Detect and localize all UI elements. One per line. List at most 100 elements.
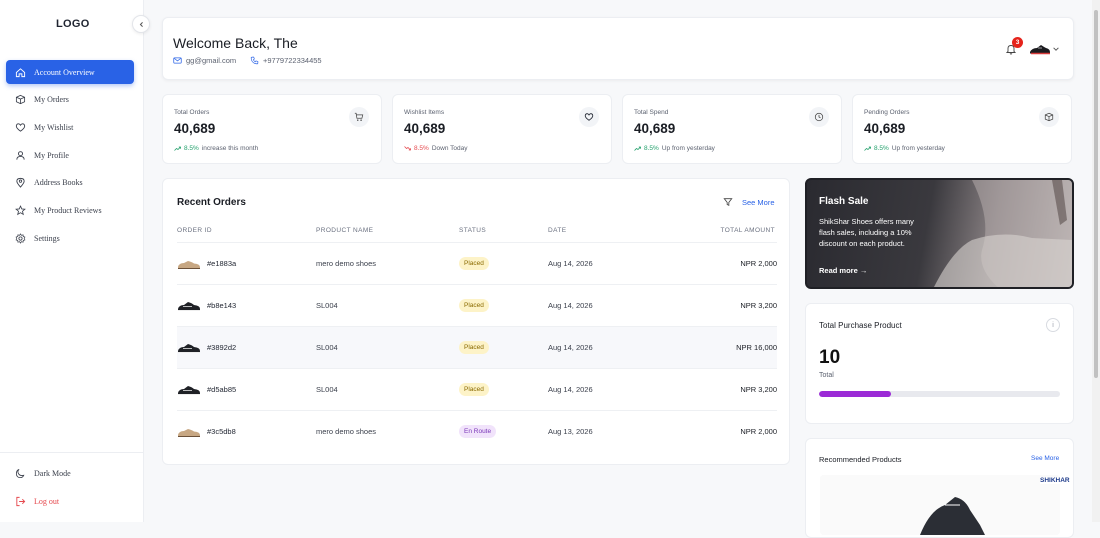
logo: LOGO (56, 18, 90, 30)
recommended-see-more-link[interactable]: See More (1031, 455, 1060, 462)
phone-text: +9779722334455 (263, 56, 322, 65)
stat-change: 8.5% increase this month (174, 145, 258, 152)
sidebar-item-address-books[interactable]: Address Books (6, 171, 134, 195)
stat-change-percent: 8.5% (644, 145, 659, 152)
trend-up-icon (864, 146, 871, 151)
stat-value: 40,689 (634, 121, 676, 136)
sidebar-item-dark-mode[interactable]: Dark Mode (6, 461, 134, 485)
stat-value: 40,689 (404, 121, 446, 136)
sidebar-item-account-overview[interactable]: Account Overview (6, 60, 134, 84)
sidebar: LOGO Account Overview My Orders My Wishlis… (0, 0, 144, 522)
status-badge: Placed (459, 341, 489, 354)
sidebar-divider (0, 452, 144, 453)
stat-label: Pending Orders (864, 109, 910, 116)
email-text: gg@gmail.com (186, 56, 237, 65)
recommended-product-image[interactable] (820, 475, 1060, 535)
sidebar-item-label: My Profile (34, 150, 69, 160)
order-id[interactable]: #e1883a (207, 259, 237, 268)
sidebar-item-my-wishlist[interactable]: My Wishlist (6, 115, 134, 139)
table-row[interactable]: #3c5db8 mero demo shoes En Route Aug 13, 20… (177, 410, 777, 452)
collapse-sidebar-button[interactable] (132, 15, 150, 33)
stat-change-text: Up from yesterday (661, 145, 715, 152)
sidebar-item-my-orders[interactable]: My Orders (6, 88, 134, 112)
table-row[interactable]: #e1883a mero demo shoes Placed Aug 14, 2026… (177, 242, 777, 284)
welcome-header: Welcome Back, The gg@gmail.com +97797223… (162, 17, 1074, 80)
stat-icon-wrap (809, 107, 829, 127)
stat-value: 40,689 (864, 121, 906, 136)
total-purchase-title: Total Purchase Product (819, 321, 902, 330)
recent-orders-card: Recent Orders See More ORDER ID PRODUCT … (162, 178, 790, 465)
clock-icon (814, 112, 824, 122)
cart-icon (354, 112, 364, 121)
heart-icon (15, 123, 26, 132)
table-row[interactable]: #d5ab85 SL004 Placed Aug 14, 2026 NPR 3,200 (177, 368, 777, 410)
trend-down-icon (404, 146, 411, 151)
recommended-title: Recommended Products (819, 455, 902, 464)
flash-sale-image (934, 180, 1072, 287)
welcome-title: Welcome Back, The (173, 35, 298, 51)
stat-value: 40,689 (174, 121, 216, 136)
mail-icon (173, 57, 182, 64)
brand-logo: SHIKHAR (1040, 477, 1070, 484)
status-badge: Placed (459, 383, 489, 396)
phone-icon (250, 56, 259, 65)
order-id[interactable]: #b8e143 (207, 301, 237, 310)
gear-icon (15, 232, 26, 244)
stat-card-total-spend: Total Spend 40,689 8.5% Up from yesterday (622, 94, 842, 164)
order-id[interactable]: #d5ab85 (207, 385, 237, 394)
sidebar-item-label: Settings (34, 233, 60, 243)
order-amount: NPR 2,000 (740, 427, 777, 436)
box-icon (15, 95, 26, 105)
total-purchase-card: Total Purchase Product i 10 Total (805, 303, 1074, 424)
product-name: SL004 (316, 343, 338, 352)
stat-card-total-orders: Total Orders 40,689 8.5% increase this mont… (162, 94, 382, 164)
product-thumbnail (178, 261, 200, 269)
purchase-progress-fill (819, 391, 892, 397)
order-date: Aug 14, 2026 (548, 385, 593, 394)
sidebar-item-label: Address Books (34, 178, 83, 188)
sidebar-item-log-out[interactable]: Log out (6, 489, 134, 513)
flash-sale-banner[interactable]: Flash Sale ShikShar Shoes offers many fl… (805, 178, 1074, 289)
scrollbar-thumb[interactable] (1094, 10, 1098, 378)
sidebar-item-label: My Wishlist (34, 122, 74, 132)
bell-icon[interactable] (1005, 43, 1017, 55)
order-date: Aug 14, 2026 (548, 259, 593, 268)
stat-change: 8.5% Down Today (404, 145, 467, 152)
table-row[interactable]: #b8e143 SL004 Placed Aug 14, 2026 NPR 3,200 (177, 284, 777, 326)
shoe-image (820, 475, 1060, 535)
sidebar-item-label: My Product Reviews (34, 206, 102, 215)
notification-badge: 3 (1012, 37, 1023, 48)
stat-change: 8.5% Up from yesterday (864, 145, 945, 152)
order-id[interactable]: #3892d2 (207, 343, 237, 352)
read-more-link[interactable]: Read more → (819, 266, 868, 275)
trend-up-icon (634, 146, 641, 151)
avatar[interactable] (1029, 42, 1051, 56)
recent-orders-title: Recent Orders (177, 197, 246, 208)
chevron-left-icon (139, 21, 143, 27)
stat-icon-wrap (349, 107, 369, 127)
sidebar-item-label: Dark Mode (34, 468, 71, 478)
column-header-total-amount: TOTAL AMOUNT (720, 227, 775, 234)
sidebar-item-my-profile[interactable]: My Profile (6, 143, 134, 167)
stat-change-text: Down Today (431, 145, 468, 152)
chevron-down-icon[interactable] (1052, 45, 1060, 53)
sidebar-item-my-product-reviews[interactable]: My Product Reviews (6, 199, 134, 223)
order-amount: NPR 16,000 (736, 343, 777, 352)
product-thumbnail (178, 429, 200, 437)
filter-icon[interactable] (723, 197, 733, 207)
table-row[interactable]: #3892d2 SL004 Placed Aug 14, 2026 NPR 16,000 (177, 326, 777, 368)
flash-sale-text: ShikShar Shoes offers many flash sales, … (819, 217, 914, 248)
status-badge: Placed (459, 299, 489, 312)
column-header-order-id: ORDER ID (177, 227, 212, 234)
order-id[interactable]: #3c5db8 (207, 427, 236, 436)
info-icon[interactable]: i (1046, 318, 1060, 332)
sidebar-item-settings[interactable]: Settings (6, 226, 134, 250)
product-name: SL004 (316, 301, 338, 310)
product-thumbnail (178, 386, 200, 395)
total-purchase-subtitle: Total (819, 372, 834, 379)
sidebar-item-label: Account Overview (34, 67, 95, 77)
product-name: mero demo shoes (316, 259, 377, 268)
stat-label: Total Orders (174, 109, 210, 116)
product-thumbnail (178, 344, 200, 353)
orders-see-more-link[interactable]: See More (742, 198, 775, 207)
